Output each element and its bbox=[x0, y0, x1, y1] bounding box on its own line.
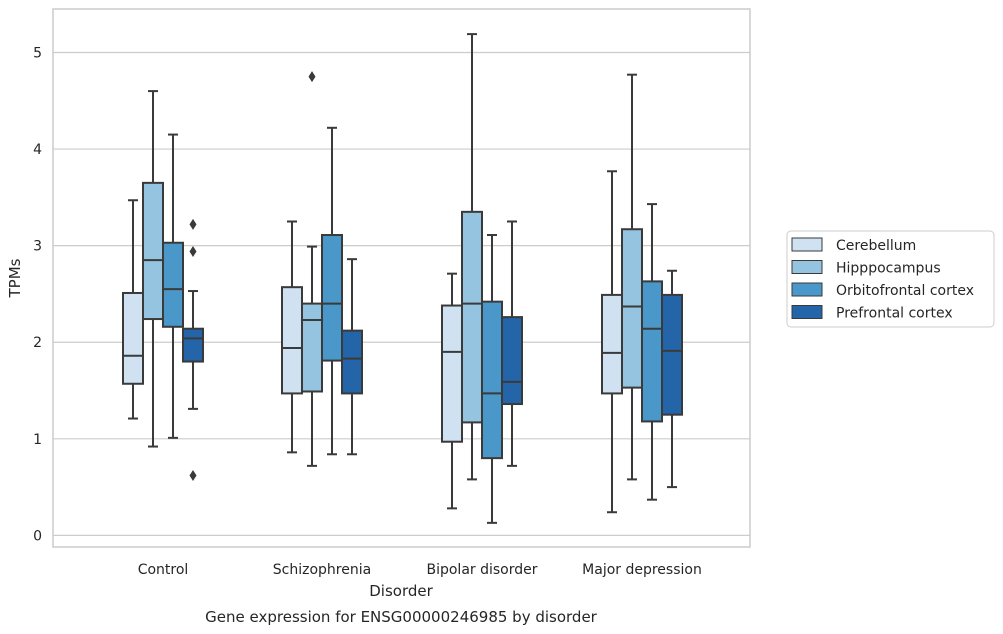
y-tick-labels: 0 1 2 3 4 5 bbox=[33, 45, 42, 544]
y-tick-label: 2 bbox=[33, 335, 42, 351]
box-iqr bbox=[461, 210, 483, 424]
x-tick-label: Major depression bbox=[582, 562, 702, 578]
box-iqr bbox=[142, 181, 164, 321]
box-iqr bbox=[501, 316, 523, 406]
box-iqr bbox=[641, 280, 663, 423]
outlier-point bbox=[189, 218, 197, 230]
box-1-3 bbox=[341, 258, 363, 456]
box-iqr bbox=[122, 291, 144, 385]
box-3-3 bbox=[661, 269, 683, 489]
box-iqr bbox=[441, 304, 463, 443]
legend-frame bbox=[786, 230, 995, 328]
box-0-1 bbox=[142, 90, 164, 448]
chart-caption: Gene expression for ENSG00000246985 by d… bbox=[205, 608, 598, 626]
box-3-0 bbox=[601, 170, 623, 514]
x-axis-title: Disorder bbox=[369, 582, 433, 600]
box-1-0 bbox=[281, 220, 303, 454]
box-1-2 bbox=[321, 126, 343, 456]
box-iqr bbox=[281, 286, 303, 395]
box-2-1 bbox=[461, 33, 483, 481]
legend-label: Orbitofrontal cortex bbox=[836, 283, 974, 299]
box-0-2 bbox=[162, 133, 184, 439]
box-iqr bbox=[481, 300, 503, 460]
x-tick-label: Bipolar disorder bbox=[426, 562, 537, 578]
outlier-point bbox=[308, 71, 316, 83]
plot-frame bbox=[52, 8, 751, 548]
box-iqr bbox=[301, 302, 323, 393]
box-1-1 bbox=[301, 71, 323, 467]
x-tick-label: Schizophrenia bbox=[273, 562, 371, 578]
box-iqr bbox=[182, 327, 204, 363]
y-tick-label: 3 bbox=[33, 239, 42, 255]
y-axis-title: TPMs bbox=[6, 258, 24, 298]
box-iqr bbox=[621, 228, 643, 389]
legend-swatch bbox=[791, 305, 823, 319]
x-tick-label: Control bbox=[138, 562, 189, 578]
box-3-1 bbox=[621, 73, 643, 481]
y-tick-label: 5 bbox=[33, 45, 42, 61]
x-tick-labels: Control Schizophrenia Bipolar disorder Majo… bbox=[138, 562, 702, 578]
y-tick-label: 0 bbox=[33, 528, 42, 544]
box-groups bbox=[122, 33, 683, 524]
legend-swatch bbox=[791, 282, 823, 297]
box-2-2 bbox=[481, 234, 503, 524]
legend-swatch bbox=[791, 237, 823, 252]
box-2-0 bbox=[441, 272, 463, 510]
outlier-point bbox=[189, 245, 197, 257]
box-3-2 bbox=[641, 203, 663, 501]
box-0-0 bbox=[122, 199, 144, 420]
legend-swatch bbox=[791, 260, 823, 274]
y-tick-label: 4 bbox=[33, 142, 42, 158]
box-iqr bbox=[661, 293, 683, 416]
box-0-3 bbox=[182, 218, 204, 482]
box-iqr bbox=[321, 234, 343, 362]
box-iqr bbox=[601, 293, 623, 395]
legend-label: Hipppocampus bbox=[836, 261, 941, 277]
box-iqr bbox=[162, 241, 184, 328]
y-tick-label: 1 bbox=[33, 432, 42, 448]
legend-label: Cerebellum bbox=[836, 238, 916, 254]
box-iqr bbox=[341, 329, 363, 395]
box-2-3 bbox=[501, 220, 523, 467]
legend: Cerebellum Hipppocampus Orbitofrontal cort… bbox=[786, 230, 995, 328]
legend-label: Prefrontal cortex bbox=[836, 306, 953, 322]
outlier-point bbox=[189, 470, 197, 482]
